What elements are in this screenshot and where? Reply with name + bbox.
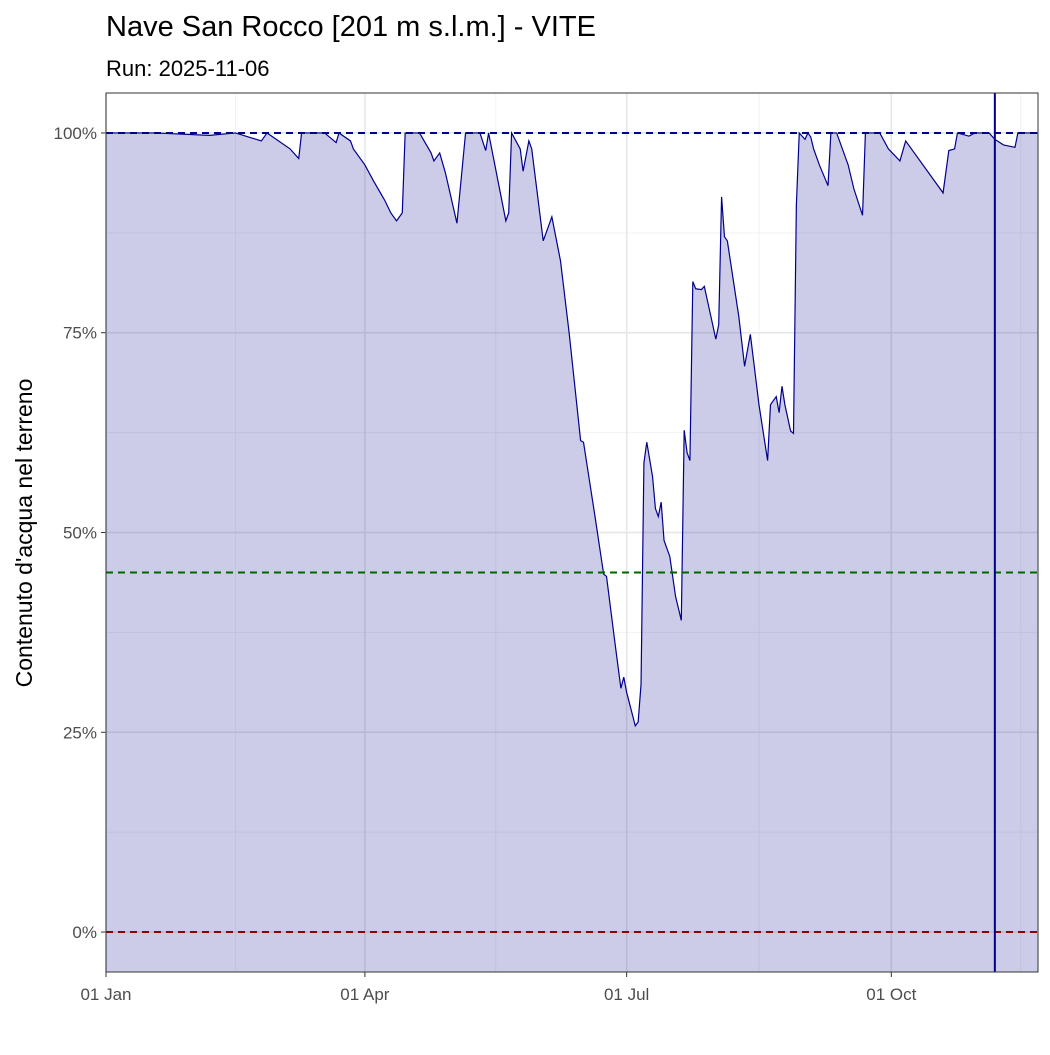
y-tick-label: 75% <box>63 324 97 343</box>
x-tick-label: 01 Oct <box>866 985 916 1004</box>
x-tick-label: 01 Apr <box>340 985 389 1004</box>
chart-subtitle: Run: 2025-11-06 <box>106 56 270 81</box>
line <box>106 130 1038 728</box>
plot-border <box>105 92 1039 973</box>
y-tick-label: 100% <box>54 124 97 143</box>
x-tick-label: 01 Jan <box>80 985 131 1004</box>
x-tick-label: 01 Jul <box>604 985 649 1004</box>
area <box>106 132 1038 973</box>
y-tick-label: 50% <box>63 524 97 543</box>
y-tick-label: 25% <box>63 723 97 742</box>
chart-title: Nave San Rocco [201 m s.l.m.] - VITE <box>106 11 596 43</box>
y-tick-label: 0% <box>72 923 97 942</box>
y-axis-label: Contenuto d'acqua nel terreno <box>11 379 37 688</box>
